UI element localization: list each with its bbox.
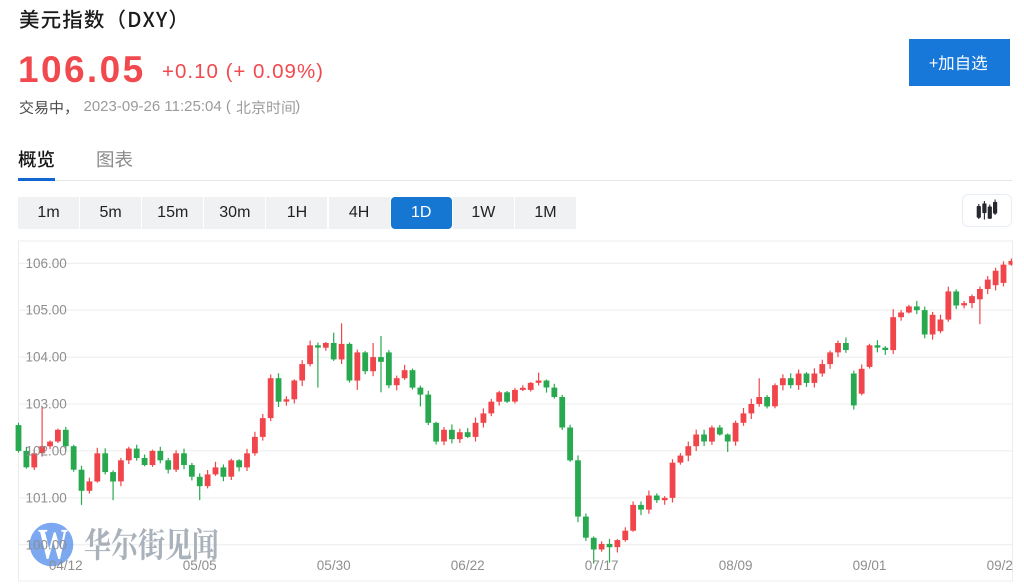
svg-text:08/09: 08/09 [719,558,753,573]
svg-text:09/01: 09/01 [853,558,887,573]
svg-text:106.00: 106.00 [26,256,67,271]
svg-text:07/17: 07/17 [585,558,619,573]
svg-text:05/30: 05/30 [317,558,351,573]
svg-text:09/26: 09/26 [987,558,1021,573]
svg-text:05/05: 05/05 [183,558,217,573]
svg-text:105.00: 105.00 [26,303,67,318]
svg-text:103.00: 103.00 [26,397,67,412]
svg-text:100.00: 100.00 [26,537,67,552]
svg-text:104.00: 104.00 [26,350,67,365]
svg-text:06/22: 06/22 [451,558,485,573]
svg-text:102.00: 102.00 [26,444,67,459]
svg-text:04/12: 04/12 [49,558,83,573]
svg-text:101.00: 101.00 [26,491,67,506]
